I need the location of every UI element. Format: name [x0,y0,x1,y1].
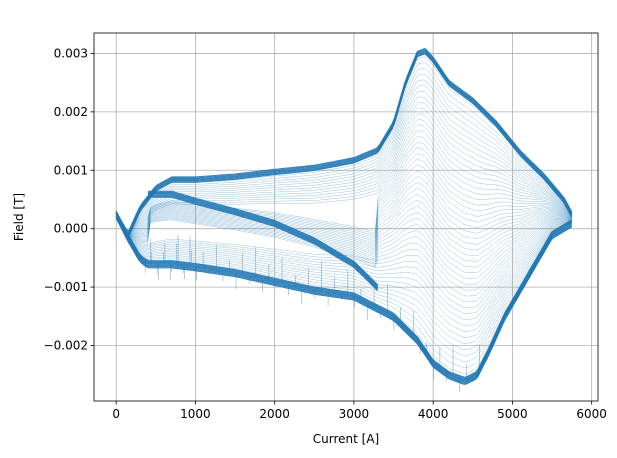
trace-line [115,213,572,274]
trace-line [115,130,572,235]
trace-line [115,147,572,236]
x-axis-ticks: 0 1000 2000 3000 4000 5000 6000 [112,401,607,421]
y-tick-label: −0.002 [44,339,88,353]
middle-branch-line [147,190,379,286]
trace-line [115,213,572,363]
middle-branch-line [147,191,379,287]
trace-line [115,182,572,248]
data-curves [115,47,573,393]
trace-line [115,96,573,235]
trace-line [115,213,572,369]
trace-line [115,79,573,235]
trace-line [115,141,572,235]
trace-line [115,188,572,250]
trace-line [115,164,572,242]
trace-line [115,176,572,246]
upper-branch-line [115,49,573,234]
trace-line [115,153,572,238]
y-tick-label: 0.001 [54,163,88,177]
trace-line [115,213,572,333]
x-tick-label: 3000 [339,407,370,421]
trace-line [115,158,572,240]
trace-line [115,85,573,235]
upper-branch-line [115,48,573,233]
trace-line [115,213,572,350]
upper-branch-line [115,53,573,237]
upper-branch-line [115,47,573,232]
trace-line [115,213,572,356]
x-tick-label: 4000 [418,407,449,421]
trace-line [115,170,572,244]
middle-branch-line [147,195,379,290]
trace-line [115,213,572,338]
x-axis-label: Current [A] [313,432,379,446]
y-tick-label: 0.002 [54,105,88,119]
upper-branch-line [115,52,573,236]
y-tick-label: 0.000 [54,222,88,236]
x-tick-label: 5000 [497,407,528,421]
middle-branch-line [147,196,379,292]
trace-line [115,213,572,315]
trace-line [115,206,572,257]
upper-branch-line [115,51,573,235]
trace-line [115,68,573,235]
trace-line [115,102,573,235]
x-tick-label: 1000 [180,407,211,421]
grid-lines [94,33,598,401]
trace-line [115,212,572,262]
middle-branch-line [147,194,379,289]
x-tick-label: 0 [112,407,120,421]
trace-line [115,213,572,279]
trace-line [115,213,572,321]
trace-line [115,73,573,235]
trace-line [115,194,572,252]
y-tick-label: −0.001 [44,280,88,294]
trace-line [115,200,572,254]
y-tick-label: 0.003 [54,46,88,60]
trace-line [115,213,572,285]
trace-line [115,213,572,268]
middle-branch-line [147,193,379,288]
plot-area-background [94,33,598,401]
x-tick-label: 6000 [576,407,607,421]
lower-branch-line [115,210,573,378]
y-axis-label: Field [T] [12,193,26,241]
trace-line [115,213,572,327]
plot-frame [93,32,599,402]
y-axis-ticks: −0.002 −0.001 0.000 0.001 0.002 0.003 [44,46,94,353]
trace-line [115,213,572,344]
trace-line [115,91,573,235]
x-tick-label: 2000 [259,407,290,421]
